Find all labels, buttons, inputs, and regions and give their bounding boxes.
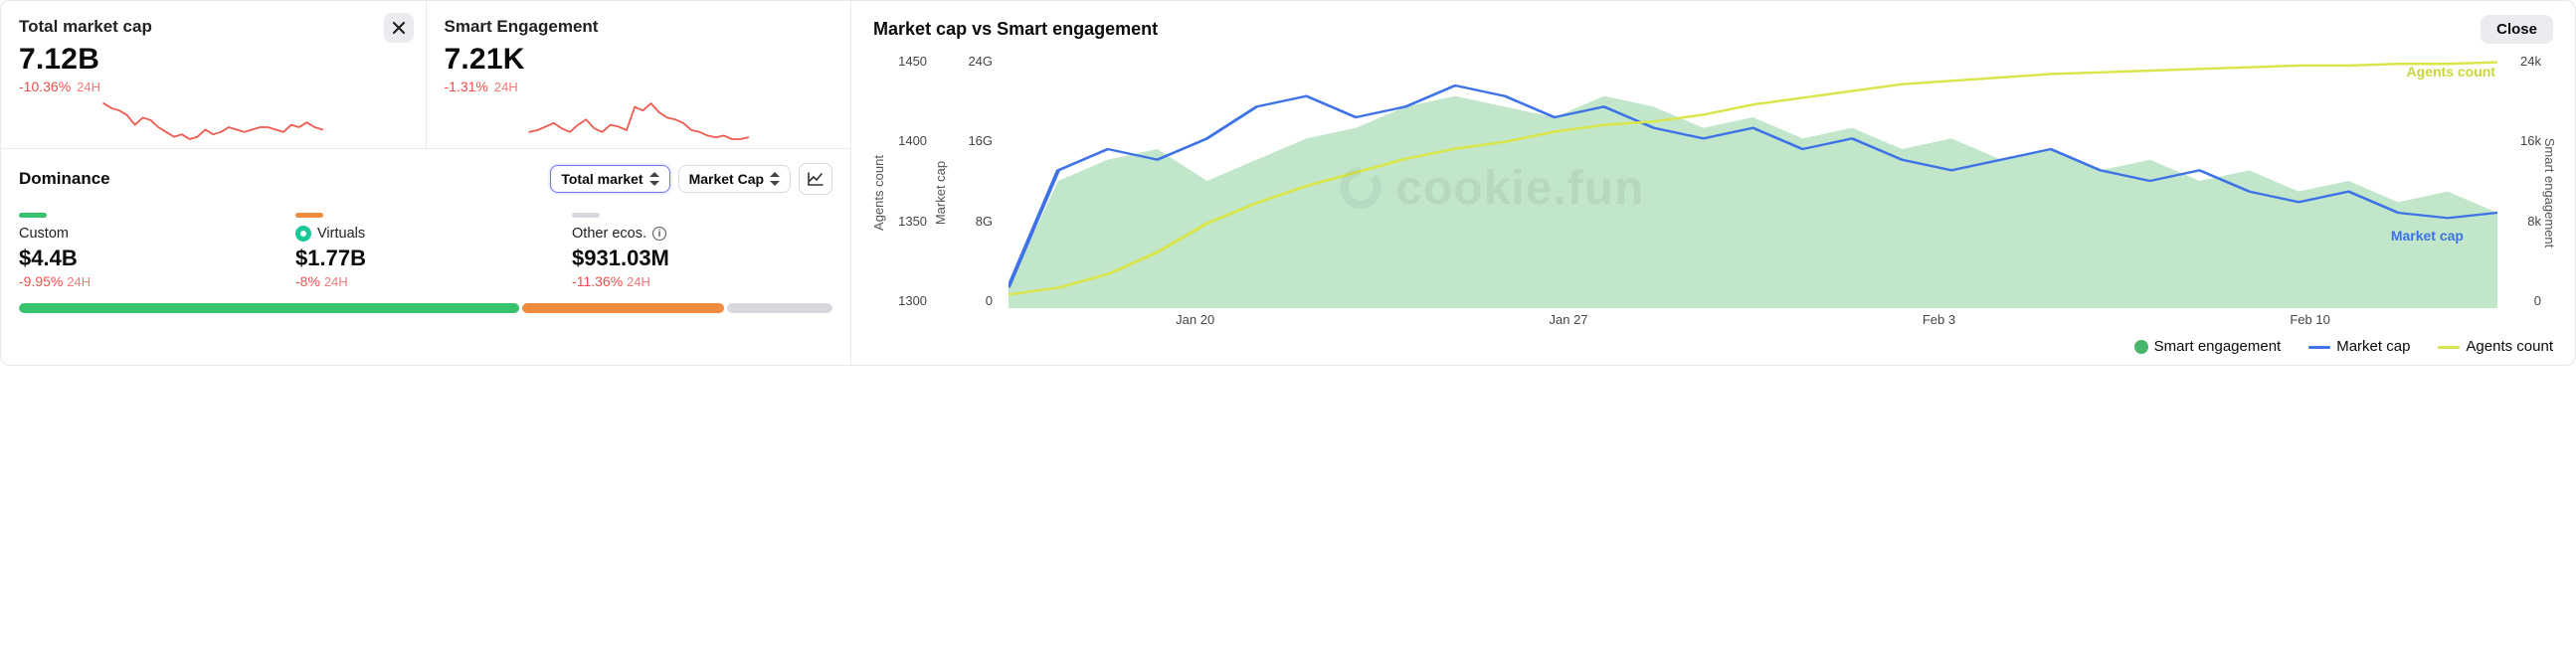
card-value: 7.12B	[19, 43, 408, 77]
dominance-share-bar	[19, 303, 832, 313]
close-button[interactable]: Close	[2481, 15, 2553, 44]
info-icon[interactable]: i	[652, 227, 666, 241]
card-title: Smart Engagement	[445, 17, 833, 37]
card-title: Total market cap	[19, 17, 408, 37]
chart-legend: Smart engagement Market cap Agents count	[873, 338, 2553, 355]
chart-plot-svg	[1009, 54, 2497, 308]
card-change: -1.31% 24H	[445, 79, 833, 94]
close-icon[interactable]	[384, 13, 414, 43]
sparkline	[19, 100, 408, 142]
legend-item: Agents count	[2438, 338, 2553, 355]
dominance-category-custom: Custom $4.4B -9.95% 24H	[19, 213, 279, 289]
axis-label-agents-count: Agents count	[871, 155, 886, 231]
chart-title: Market cap vs Smart engagement	[873, 19, 2481, 40]
chevron-updown-icon	[770, 172, 780, 186]
chevron-updown-icon	[649, 172, 659, 186]
annotation-agents-count: Agents count	[2407, 64, 2495, 80]
dominance-panel: Dominance Total market Market Cap	[1, 149, 850, 329]
market-scope-select[interactable]: Total market	[550, 165, 669, 193]
dominance-title: Dominance	[19, 169, 542, 189]
sparkline	[445, 100, 833, 142]
card-change: -10.36% 24H	[19, 79, 408, 94]
dominance-category-other: Other ecos. i $931.03M -11.36% 24H	[572, 213, 832, 289]
virtuals-icon	[295, 226, 311, 242]
annotation-market-cap: Market cap	[2391, 228, 2464, 244]
main-chart: Agents count Market cap Smart engagement…	[873, 54, 2553, 332]
axis-label-smart-engagement: Smart engagement	[2542, 138, 2557, 248]
chart-mode-button[interactable]	[799, 163, 832, 195]
smart-engagement-card: Smart Engagement 7.21K -1.31% 24H	[426, 1, 851, 148]
axis-label-market-cap: Market cap	[933, 161, 948, 225]
metric-select[interactable]: Market Cap	[678, 165, 791, 193]
y-ticks-engagement: 24k16k8k0	[2505, 54, 2541, 308]
dominance-category-virtuals: Virtuals $1.77B -8% 24H	[295, 213, 556, 289]
total-market-cap-card: Total market cap 7.12B -10.36% 24H	[1, 1, 426, 148]
card-value: 7.21K	[445, 43, 833, 77]
legend-item: Smart engagement	[2134, 338, 2282, 355]
legend-item: Market cap	[2308, 338, 2410, 355]
line-chart-icon	[807, 171, 825, 187]
y-ticks-marketcap: 24G16G8G0	[953, 54, 993, 308]
y-ticks-agents: 1450140013501300	[887, 54, 927, 308]
x-ticks: Jan 20Jan 27Feb 3Feb 10	[1009, 312, 2497, 332]
